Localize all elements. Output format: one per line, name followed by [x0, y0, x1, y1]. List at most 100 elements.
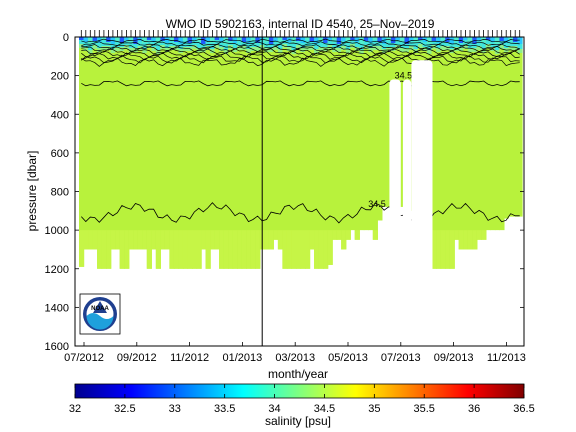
surface-cell — [115, 37, 121, 41]
surface-cell — [83, 42, 89, 47]
deep-column — [305, 230, 311, 269]
surface-cell — [314, 49, 320, 53]
surface-cell — [88, 50, 94, 54]
profile-column — [431, 37, 437, 269]
surface-cell — [305, 37, 311, 40]
profile-column — [345, 37, 351, 240]
surface-cell — [336, 37, 342, 44]
surface-cell — [137, 37, 143, 41]
profile-column — [490, 37, 496, 231]
profile-column — [101, 37, 107, 269]
surface-cell — [314, 44, 320, 49]
profile-column — [332, 37, 338, 240]
profile-column — [327, 37, 333, 265]
surface-cell — [399, 37, 406, 42]
profile-column — [368, 37, 374, 231]
profile-column — [192, 37, 198, 269]
deep-column — [273, 230, 279, 240]
profile-column — [323, 37, 329, 269]
profile-column — [359, 37, 365, 231]
y-tick-label: 1600 — [45, 341, 69, 353]
profile-column — [350, 37, 356, 231]
profile-column — [318, 37, 324, 269]
surface-cell — [404, 44, 410, 48]
surface-cell — [169, 40, 175, 46]
surface-cell — [408, 46, 415, 50]
surface-cell — [427, 44, 433, 50]
profile-column — [305, 37, 311, 269]
surface-cell — [472, 44, 478, 48]
deep-column — [83, 230, 89, 250]
shallow-contour-line — [81, 48, 520, 55]
deep-column — [88, 230, 94, 250]
profile-column — [196, 37, 202, 269]
surface-cell — [192, 45, 198, 49]
surface-cell — [115, 41, 121, 47]
surface-cell — [250, 47, 256, 51]
surface-cell — [436, 43, 442, 48]
surface-cell — [300, 48, 306, 52]
surface-cell — [178, 44, 184, 49]
deep-column — [101, 230, 107, 269]
deep-column — [295, 230, 302, 269]
surface-cell — [160, 37, 166, 41]
profile-column — [164, 37, 171, 250]
profile-ticks — [80, 30, 521, 37]
x-tick-label: 01/2013 — [223, 352, 263, 364]
deep-column — [264, 230, 270, 250]
y-tick-label: 600 — [51, 148, 69, 160]
y-tick-label: 400 — [51, 109, 69, 121]
surface-cell — [318, 47, 324, 51]
deep-column — [237, 230, 243, 269]
surface-cell — [187, 37, 193, 43]
surface-cell — [368, 48, 374, 52]
surface-cell — [386, 47, 392, 51]
surface-cell — [508, 46, 514, 50]
profile-column — [454, 37, 460, 240]
profile-column — [499, 37, 505, 231]
profile-column — [481, 37, 487, 240]
surface-cell — [128, 48, 134, 52]
surface-cell — [228, 41, 234, 45]
deep-column — [106, 230, 112, 269]
surface-cell — [219, 42, 225, 47]
x-tick-label: 11/2013 — [487, 352, 526, 364]
profile-column — [508, 37, 514, 217]
surface-cell — [110, 49, 116, 53]
profile-column — [354, 37, 360, 240]
surface-cell — [345, 37, 351, 43]
surface-cell — [255, 37, 261, 43]
surface-cell — [250, 37, 256, 41]
deep-column — [187, 230, 193, 269]
profile-column — [241, 37, 247, 269]
surface-cell — [345, 43, 351, 49]
surface-cell — [97, 48, 103, 52]
surface-cell — [458, 47, 464, 51]
surface-cell — [422, 47, 428, 51]
surface-cell — [363, 37, 369, 41]
surface-cell — [341, 41, 347, 46]
deep-column — [219, 230, 225, 269]
noaa-logo-text: NOAA — [91, 306, 109, 312]
surface-cell — [390, 37, 397, 43]
profile-column — [277, 37, 284, 250]
deep-column — [327, 230, 333, 265]
surface-cell — [146, 37, 152, 40]
profile-column — [445, 37, 451, 269]
colorbar-tick-label: 34 — [268, 403, 280, 415]
surface-cell — [182, 37, 189, 41]
deep-column — [133, 230, 139, 250]
profile-column — [232, 37, 238, 269]
deep-column — [124, 230, 130, 269]
profile-column — [282, 37, 288, 269]
shallow-contour-line — [81, 38, 520, 44]
surface-cell — [327, 45, 333, 49]
profile-column — [250, 37, 256, 269]
surface-cell — [133, 37, 139, 44]
surface-cell — [390, 43, 397, 47]
profile-column — [169, 37, 175, 269]
surface-cell — [155, 37, 161, 44]
surface-cell — [481, 49, 487, 53]
surface-cell — [173, 37, 180, 42]
profile-column — [79, 37, 85, 267]
